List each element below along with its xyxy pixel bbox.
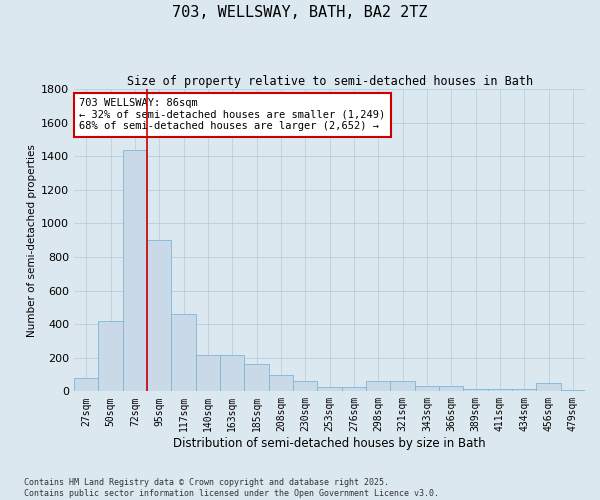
Bar (560, 390, 585, 392)
Bar (98, 321, 123, 392)
Bar (391, 382, 415, 392)
Bar (123, 150, 147, 392)
Bar (317, 387, 342, 392)
Bar (172, 314, 196, 392)
Bar (74, 378, 98, 392)
Text: Contains HM Land Registry data © Crown copyright and database right 2025.
Contai: Contains HM Land Registry data © Crown c… (24, 478, 439, 498)
X-axis label: Distribution of semi-detached houses by size in Bath: Distribution of semi-detached houses by … (173, 437, 486, 450)
Bar (536, 383, 560, 392)
Text: 703, WELLSWAY, BATH, BA2 2TZ: 703, WELLSWAY, BATH, BA2 2TZ (172, 5, 428, 20)
Bar (415, 386, 439, 392)
Title: Size of property relative to semi-detached houses in Bath: Size of property relative to semi-detach… (127, 75, 533, 88)
Y-axis label: Number of semi-detached properties: Number of semi-detached properties (27, 144, 37, 336)
Bar (342, 387, 366, 392)
Bar (366, 382, 391, 392)
Bar (488, 389, 512, 392)
Bar (512, 389, 536, 392)
Bar (147, 240, 172, 392)
Bar (269, 374, 293, 392)
Bar (220, 355, 244, 392)
Bar (196, 355, 220, 392)
Bar (439, 386, 463, 392)
Bar (244, 364, 269, 392)
Bar (463, 389, 488, 392)
Text: 703 WELLSWAY: 86sqm
← 32% of semi-detached houses are smaller (1,249)
68% of sem: 703 WELLSWAY: 86sqm ← 32% of semi-detach… (79, 98, 386, 132)
Bar (293, 382, 317, 392)
